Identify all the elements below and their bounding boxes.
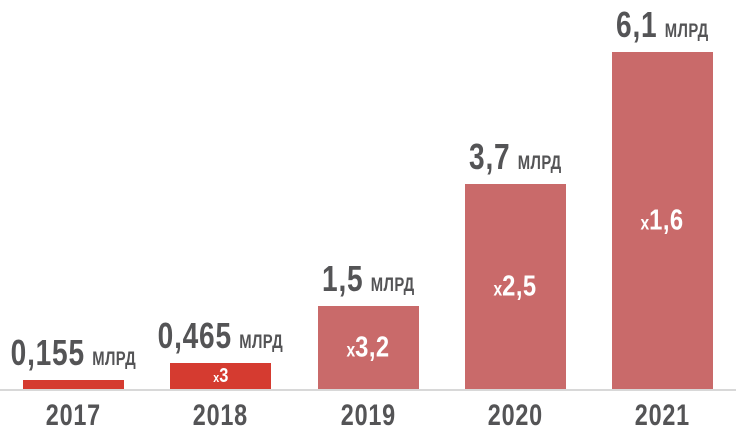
value-number: 0,155 <box>10 332 86 373</box>
growth-label-2019: х3,2 <box>347 333 390 362</box>
bar-2017 <box>23 380 125 389</box>
growth-multiplier-value: 3,2 <box>355 331 390 363</box>
growth-label-2018: х3 <box>213 366 228 386</box>
growth-multiplier-value: 3 <box>218 365 229 387</box>
growth-multiplier-sign: х <box>346 340 356 361</box>
growth-multiplier-value: 1,6 <box>649 204 684 236</box>
value-label-2017: 0,155 МЛРД <box>11 335 136 371</box>
value-label-2021: 6,1 МЛРД <box>616 7 709 43</box>
growth-multiplier-sign: х <box>213 370 219 385</box>
plot-area: 0,155 МЛРД 0,465 МЛРД х3 1,5 МЛРД <box>0 7 736 389</box>
value-unit: МЛРД <box>92 349 137 370</box>
bar-group-2018: 0,465 МЛРД х3 <box>147 318 294 389</box>
x-tick-2019: 2019 <box>340 399 396 432</box>
x-axis-labels: 2017 2018 2019 2020 2021 <box>0 399 736 432</box>
bar-2018: х3 <box>170 363 272 389</box>
x-tick-2020: 2020 <box>487 399 543 432</box>
value-number: 0,465 <box>158 315 233 356</box>
bar-group-2020: 3,7 МЛРД х2,5 <box>442 139 589 389</box>
value-unit: МЛРД <box>239 332 284 353</box>
value-unit: МЛРД <box>664 21 709 42</box>
x-tick-2017: 2017 <box>46 399 102 432</box>
bar-2020: х2,5 <box>464 184 566 389</box>
growth-multiplier-sign: х <box>640 213 650 234</box>
growth-multiplier-sign: х <box>493 279 503 300</box>
growth-label-2020: х2,5 <box>494 272 537 301</box>
bar-group-2017: 0,155 МЛРД <box>0 335 147 389</box>
growth-multiplier-value: 2,5 <box>502 270 537 302</box>
bar-2021: х1,6 <box>611 52 713 389</box>
x-tick-2021: 2021 <box>634 399 690 432</box>
x-axis-line <box>0 389 736 391</box>
value-unit: МЛРД <box>370 275 415 296</box>
value-label-2020: 3,7 МЛРД <box>469 139 562 175</box>
bar-group-2021: 6,1 МЛРД х1,6 <box>589 7 736 389</box>
value-unit: МЛРД <box>517 153 562 174</box>
value-label-2018: 0,465 МЛРД <box>158 318 283 354</box>
bar-2019: х3,2 <box>317 306 419 389</box>
growth-label-2021: х1,6 <box>641 206 684 235</box>
value-number: 3,7 <box>468 136 511 177</box>
value-number: 1,5 <box>321 258 364 299</box>
bar-group-2019: 1,5 МЛРД х3,2 <box>294 261 441 389</box>
value-number: 6,1 <box>616 4 658 45</box>
value-label-2019: 1,5 МЛРД <box>322 261 415 297</box>
x-tick-2018: 2018 <box>193 399 249 432</box>
